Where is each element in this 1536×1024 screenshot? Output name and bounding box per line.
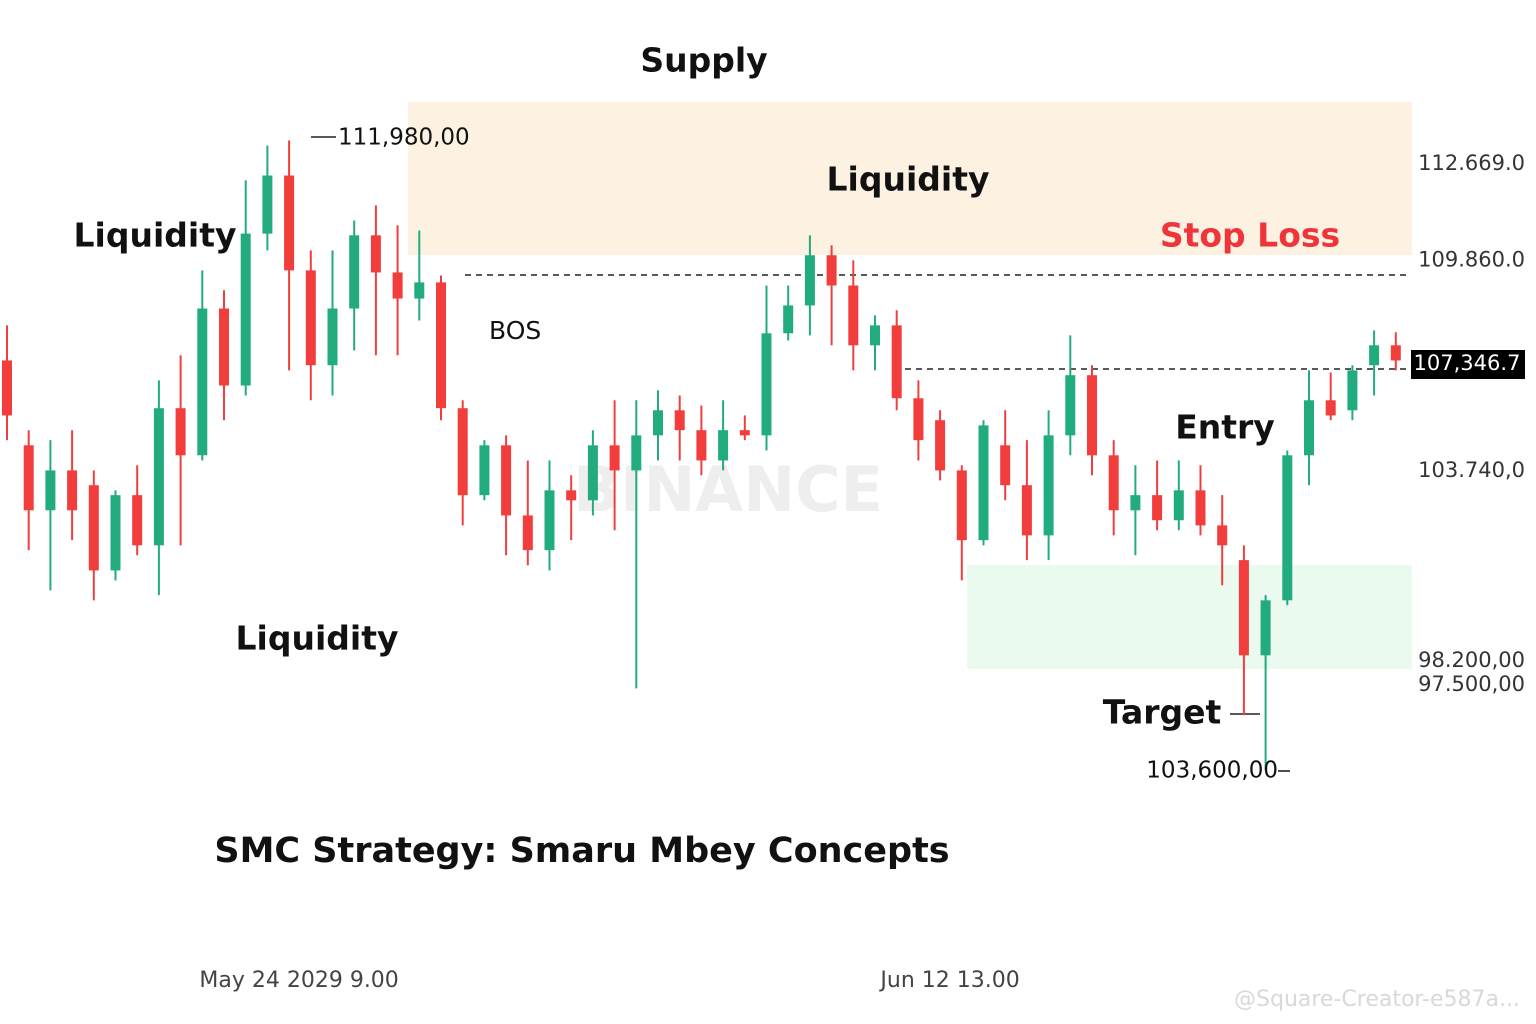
candle-body — [631, 435, 642, 471]
candle-body — [1087, 375, 1097, 456]
candle-body — [544, 490, 555, 551]
candle-body — [2, 360, 12, 416]
candle-body — [522, 515, 533, 551]
candle-body — [1260, 600, 1271, 656]
candle-body — [153, 408, 164, 546]
supply-zone — [408, 102, 1412, 255]
y-tick-label: 98.200,00 — [1418, 648, 1525, 672]
candle-body — [132, 495, 143, 546]
candle-body — [501, 445, 512, 516]
candle-body — [848, 285, 859, 346]
candle-body — [891, 325, 902, 399]
candle-body — [718, 430, 729, 461]
candle-body — [262, 175, 273, 234]
candle-body — [935, 420, 946, 471]
y-tick-label: 109.860.0 — [1418, 247, 1525, 271]
annotation: Supply — [640, 41, 767, 80]
annotation: 107,346.7 — [1414, 351, 1521, 375]
candle-body — [1282, 455, 1293, 601]
candle-body — [175, 408, 186, 456]
candle-body — [1195, 490, 1206, 526]
candle-body — [609, 445, 620, 471]
candle-body — [1304, 400, 1314, 456]
annotation: 103,600,00 — [1146, 758, 1278, 784]
candle-body — [1000, 445, 1011, 486]
demand-zone — [967, 565, 1412, 669]
annotation: 111,980,00 — [338, 125, 470, 151]
candle-body — [870, 325, 880, 346]
candle-body — [197, 308, 208, 456]
candle-body — [436, 282, 446, 409]
candle-body — [1130, 495, 1141, 511]
annotation: Entry — [1175, 408, 1275, 447]
annotation: Liquidity — [74, 216, 237, 255]
candle-body — [1238, 560, 1249, 656]
candle-body — [739, 430, 750, 436]
candle-body — [284, 175, 295, 271]
candle-body — [370, 235, 381, 273]
candle-body — [1065, 375, 1076, 436]
y-tick-label: 103.740,0 — [1418, 458, 1525, 482]
annotation: Target — [1103, 693, 1222, 732]
chart-title: SMC Strategy: Smaru Mbey Concepts — [214, 831, 949, 871]
candle-body — [349, 235, 360, 309]
candle-body — [1325, 400, 1336, 416]
candle-body — [327, 308, 338, 366]
candle-body — [913, 398, 924, 441]
candle-body — [23, 445, 34, 511]
candle-body — [783, 305, 794, 334]
annotation: Stop Loss — [1160, 216, 1340, 255]
candle-body — [479, 445, 490, 496]
candle-body — [45, 470, 56, 511]
x-tick-label: May 24 2029 9.00 — [199, 968, 398, 993]
candle-body — [826, 255, 837, 286]
candle-body — [566, 490, 577, 501]
candles — [2, 140, 1401, 771]
candle-body — [219, 308, 229, 386]
price-box — [1411, 350, 1525, 379]
candle-body — [1173, 490, 1184, 521]
candle-body — [978, 425, 989, 541]
candle-body — [88, 485, 99, 571]
candle-body — [653, 410, 663, 436]
candle-body — [587, 445, 598, 501]
candle-body — [1043, 435, 1054, 536]
candle-body — [674, 410, 685, 431]
candle-body — [956, 470, 967, 541]
candle-body — [761, 333, 772, 436]
candle-body — [392, 272, 403, 299]
candle-body — [1152, 495, 1163, 521]
candle-body — [1021, 485, 1032, 536]
candle-body — [1108, 455, 1119, 511]
candle-body — [110, 495, 121, 571]
annotation: Liquidity — [827, 160, 990, 199]
y-tick-label: 97.500,00 — [1418, 672, 1525, 696]
credit: @Square-Creator-e587a... — [1234, 987, 1520, 1012]
candle-body — [457, 408, 468, 496]
candle-body — [1390, 345, 1401, 361]
watermark: BINANCE — [573, 453, 883, 526]
candle-body — [305, 270, 316, 366]
candle-body — [1217, 525, 1228, 546]
candle-body — [414, 282, 425, 299]
y-tick-label: 112.669.0 — [1418, 151, 1525, 175]
candle-body — [696, 430, 707, 461]
annotation: Liquidity — [236, 619, 399, 658]
candle-body — [67, 470, 78, 511]
candle-body — [1347, 370, 1358, 411]
candle-body — [240, 233, 251, 386]
x-tick-label: Jun 12 13.00 — [878, 968, 1019, 993]
candle-body — [804, 255, 815, 306]
candle-body — [1369, 345, 1380, 366]
annotation: BOS — [489, 316, 541, 345]
